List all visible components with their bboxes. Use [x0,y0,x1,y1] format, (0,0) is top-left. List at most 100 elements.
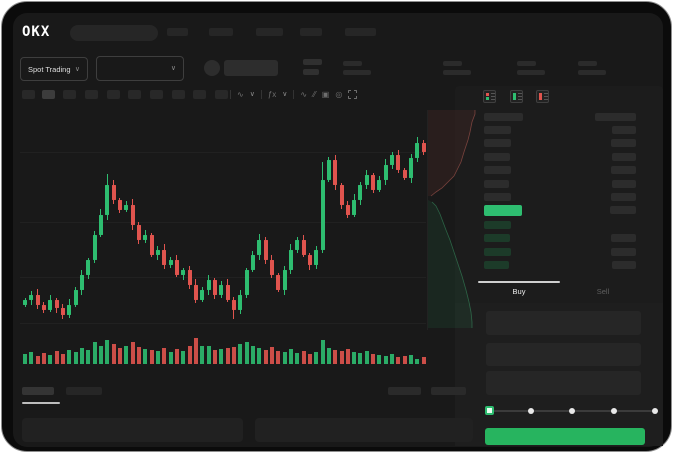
orderbook-ask-row[interactable] [484,166,511,175]
search-input[interactable] [70,25,158,41]
order-form-field[interactable] [486,311,641,335]
candle-up [200,290,205,300]
draw-tools-icon[interactable]: ⁄⁄ [313,90,316,99]
orderbook-ask-row[interactable] [484,152,510,161]
volume-bar [149,350,154,364]
candle-up [105,185,110,215]
volume-bar [206,346,211,364]
volume-bar [288,349,293,364]
candle-up [282,270,287,290]
candle-up [390,155,395,165]
pair-select-dropdown[interactable]: ∨ [96,56,184,81]
candle-down [421,143,426,152]
timeframe-button-placeholder[interactable] [193,90,206,99]
timeframe-button-placeholder[interactable] [215,90,228,99]
icon-line [491,93,495,94]
bottom-action-placeholder[interactable] [431,387,466,395]
orderbook-header-left-placeholder [484,113,523,121]
buy-submit-button[interactable] [485,428,645,445]
chevron-down-icon: ∨ [249,91,255,98]
orderbook-layout-asks-view-icon[interactable] [536,90,549,103]
candle-down [130,205,135,225]
candlestick-chart[interactable] [20,108,426,332]
orderbook-ask-row[interactable] [484,139,511,148]
volume-bar [409,355,414,364]
order-form-field[interactable] [486,343,641,366]
timeframe-button-placeholder[interactable] [63,90,76,99]
orderbook-ask-row[interactable] [484,193,511,201]
timeframe-button-placeholder[interactable] [150,90,163,99]
toolbar-divider [260,90,262,99]
candle-up [326,160,331,180]
orderbook-bid-size-placeholder [611,234,636,243]
volume-bar [364,351,369,364]
nav-item-placeholder[interactable] [209,28,233,36]
orderbook-layout-bids-view-icon[interactable] [510,90,523,103]
okx-logo: OKX [22,24,51,40]
volume-bar [130,342,135,364]
candle-down [231,300,236,310]
order-form-field[interactable] [486,371,641,395]
candle-down [136,225,141,240]
tab-buy[interactable]: Buy [512,287,526,296]
gridline [20,152,426,153]
volume-bar [326,348,331,364]
volume-bar [168,352,173,364]
candle-down [212,280,217,295]
slider-stop[interactable] [569,408,575,414]
volume-bar [54,351,59,364]
orderbook-bid-row[interactable] [484,261,509,270]
volume-bar [162,348,167,364]
nav-item-placeholder[interactable] [345,28,376,36]
fullscreen-icon[interactable] [348,90,358,99]
volume-bar [200,346,205,364]
candle-down [187,270,192,285]
timeframe-button-placeholder[interactable] [85,90,98,99]
volume-bar [358,353,363,364]
screenshot-icon[interactable]: ▣ [321,90,330,99]
bottom-tab-placeholder[interactable] [22,387,54,395]
line-style-icon[interactable]: ∿ [237,90,244,99]
timeframe-button-placeholder[interactable] [107,90,120,99]
slider-stop[interactable] [652,408,658,414]
timeframe-button-placeholder[interactable] [172,90,185,99]
icon-bids-bar [486,97,489,100]
bottom-tab-placeholder[interactable] [66,387,102,395]
bottom-action-placeholder[interactable] [388,387,421,395]
candle-up [181,270,186,275]
ticker-stat-label-placeholder [578,61,597,66]
candle-down [35,295,40,305]
chevron-down-icon: ∨ [282,91,288,98]
orderbook-last-price[interactable] [484,205,522,216]
indicators-icon[interactable]: ƒx [267,90,277,99]
nav-item-placeholder[interactable] [256,28,283,36]
slider-stop[interactable] [610,408,617,414]
orderbook-ask-row[interactable] [484,126,511,134]
orderbook-price-row-right-placeholder [610,206,636,214]
orderbook-layout-split-view-icon[interactable] [483,90,496,103]
orderbook-bid-row[interactable] [484,221,511,229]
timeframe-button-placeholder[interactable] [22,90,35,99]
candle-up [409,158,414,178]
orderbook-ask-row[interactable] [484,179,509,188]
toolbar-divider [230,90,231,99]
depth-asks-line [430,110,476,197]
volume-bar [48,355,53,364]
timeframe-button-placeholder[interactable] [42,90,55,99]
volume-bar [86,350,91,364]
slider-stop[interactable] [527,408,534,414]
market-type-dropdown[interactable]: Spot Trading ∨ [20,57,88,81]
orderbook-bid-row[interactable] [484,234,510,243]
candle-down [396,155,401,170]
volume-bar [60,354,65,364]
settings-icon[interactable]: ◎ [335,90,343,99]
nav-item-placeholder[interactable] [300,28,322,36]
nav-item-placeholder[interactable] [167,28,188,36]
orderbook-bid-row[interactable] [484,247,511,256]
timeframe-button-placeholder[interactable] [128,90,141,99]
tab-sell[interactable]: Sell [596,287,610,296]
slider-handle[interactable] [484,406,494,415]
compare-icon[interactable]: ∿ [300,90,308,99]
candle-up [86,260,91,275]
depth-chart-svg [428,110,476,328]
